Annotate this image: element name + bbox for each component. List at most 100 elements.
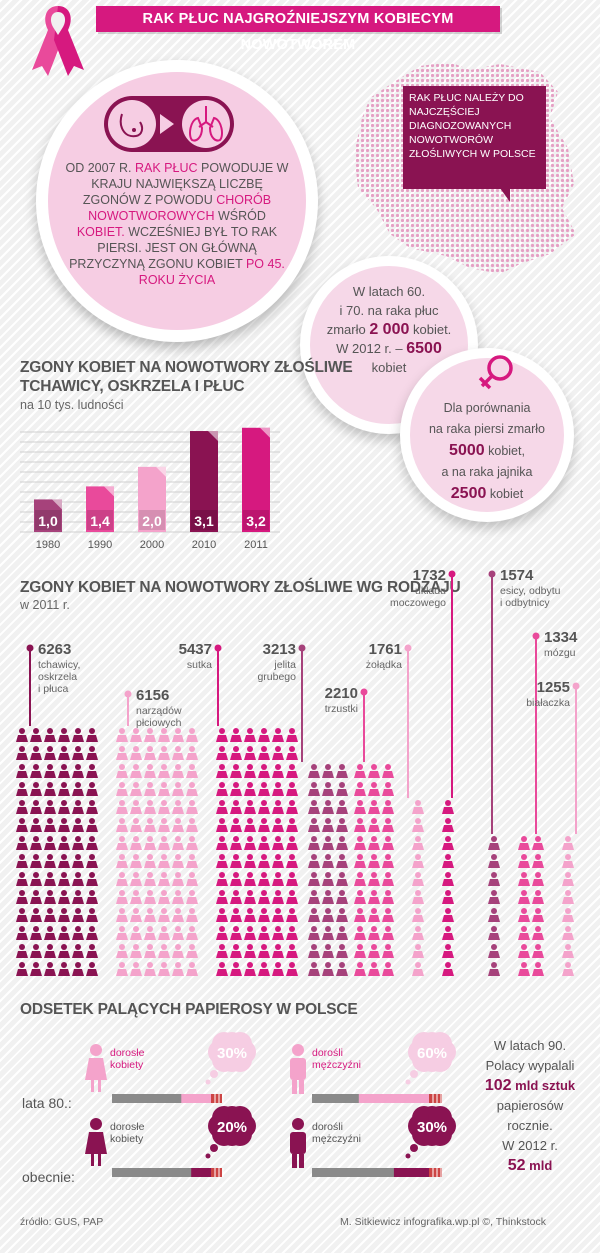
person-body: [58, 807, 70, 814]
person-body: [336, 861, 348, 868]
person-body: [158, 735, 170, 742]
person-head: [189, 746, 195, 752]
person-head: [161, 926, 167, 932]
people-section-title: ZGONY KOBIET NA NOWOTWORY ZŁOŚLIWE WG RO…: [20, 579, 461, 596]
person-body: [562, 879, 574, 886]
person-head: [325, 854, 331, 860]
person-head: [47, 746, 53, 752]
person-body: [308, 951, 320, 958]
person-head: [189, 926, 195, 932]
person-head: [219, 764, 225, 770]
person-body: [442, 807, 454, 814]
row-label-now: obecnie:: [22, 1169, 75, 1185]
person-head: [19, 890, 25, 896]
person-head: [75, 836, 81, 842]
bar-label-bg: [243, 510, 269, 530]
person-head: [275, 800, 281, 806]
category-label: i płuca: [38, 683, 69, 695]
person-body: [532, 897, 544, 904]
person-body: [322, 771, 334, 778]
person-body: [532, 969, 544, 976]
person-head: [311, 854, 317, 860]
cigarette-fill: [358, 1094, 429, 1103]
bar-fold: [208, 431, 218, 442]
person-body: [488, 969, 500, 976]
person-body: [272, 753, 284, 760]
person-head: [189, 764, 195, 770]
person-body: [172, 879, 184, 886]
category-label: oskrzela: [38, 671, 77, 683]
person-head: [535, 836, 541, 842]
person-head: [247, 944, 253, 950]
person-head: [415, 890, 421, 896]
person-head: [261, 854, 267, 860]
person-body: [286, 825, 298, 832]
women-label: kobiety: [110, 1133, 144, 1145]
person-body: [412, 951, 424, 958]
category-label: mózgu: [544, 647, 576, 659]
person-body: [186, 969, 198, 976]
category-label: płciowych: [136, 717, 182, 729]
person-body: [186, 915, 198, 922]
person-body: [382, 933, 394, 940]
person-head: [219, 728, 225, 734]
person-body: [336, 879, 348, 886]
person-head: [247, 890, 253, 896]
person-head: [175, 908, 181, 914]
person-head: [535, 854, 541, 860]
person-head: [161, 728, 167, 734]
person-body: [244, 861, 256, 868]
person-head: [233, 890, 239, 896]
person-body: [86, 753, 98, 760]
person-body: [186, 861, 198, 868]
person-body: [86, 771, 98, 778]
person-body: [258, 861, 270, 868]
person-head: [371, 818, 377, 824]
person-body: [216, 771, 228, 778]
person-head: [233, 944, 239, 950]
person-body: [186, 807, 198, 814]
person-body: [336, 951, 348, 958]
person-body: [86, 915, 98, 922]
person-head: [33, 908, 39, 914]
person-body: [336, 789, 348, 796]
person-body: [442, 897, 454, 904]
person-head: [325, 908, 331, 914]
person-body: [412, 915, 424, 922]
person-head: [219, 872, 225, 878]
person-head: [233, 782, 239, 788]
person-body: [258, 753, 270, 760]
person-head: [275, 836, 281, 842]
person-body: [488, 897, 500, 904]
person-body: [158, 969, 170, 976]
person-body: [144, 825, 156, 832]
bar: [190, 431, 218, 532]
person-head: [565, 890, 571, 896]
person-head: [219, 908, 225, 914]
person-head: [311, 926, 317, 932]
person-body: [272, 897, 284, 904]
person-body: [442, 969, 454, 976]
smoke-cloud-part: [228, 1048, 252, 1072]
person-head: [133, 926, 139, 932]
person-body: [308, 879, 320, 886]
person-body: [216, 825, 228, 832]
woman-icon-head: [90, 1044, 102, 1056]
person-body: [244, 879, 256, 886]
person-body: [258, 951, 270, 958]
person-head: [189, 800, 195, 806]
person-head: [357, 944, 363, 950]
person-body: [286, 771, 298, 778]
person-body: [186, 753, 198, 760]
person-head: [247, 782, 253, 788]
person-body: [336, 825, 348, 832]
man-icon-head: [292, 1118, 304, 1130]
person-body: [272, 789, 284, 796]
person-body: [230, 825, 242, 832]
person-body: [186, 879, 198, 886]
footer-source: źródło: GUS, PAP: [20, 1216, 104, 1228]
category-label: żołądka: [366, 659, 402, 671]
person-body: [230, 915, 242, 922]
person-body: [532, 861, 544, 868]
person-head: [521, 944, 527, 950]
